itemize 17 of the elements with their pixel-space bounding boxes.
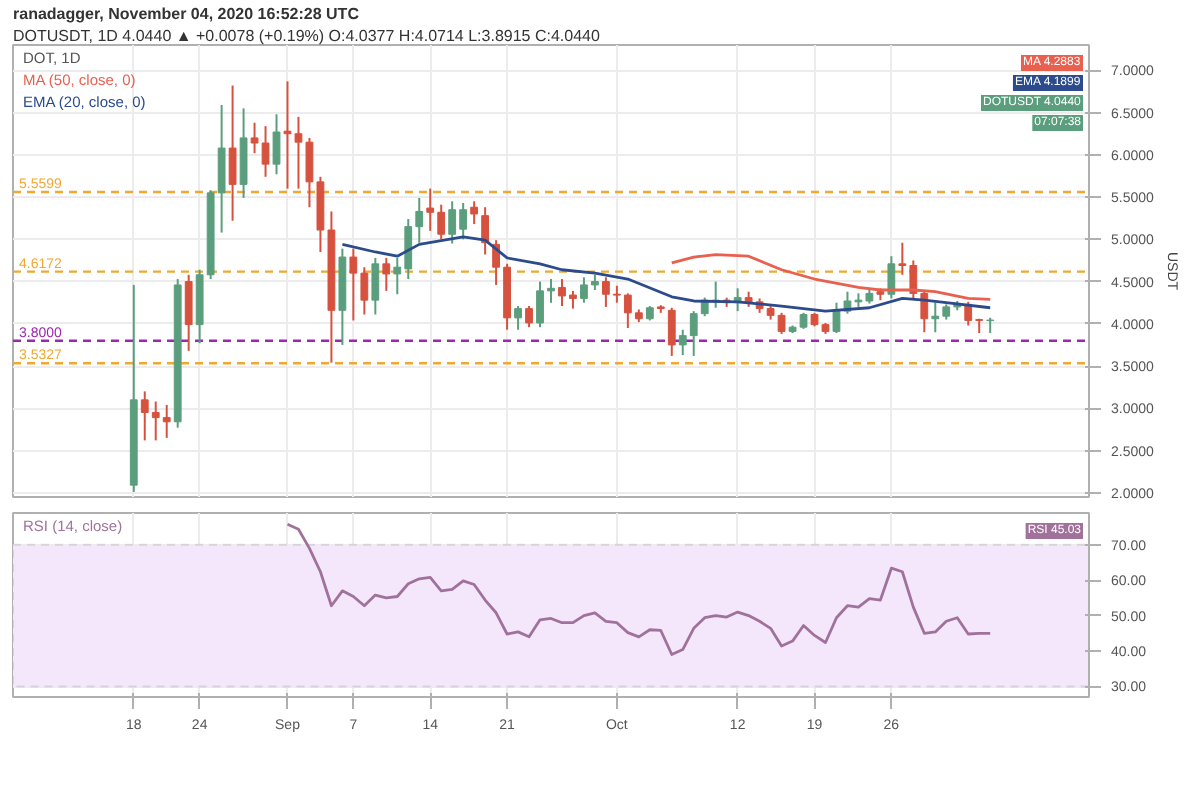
candlestick: [239, 107, 248, 199]
chart-subtitle: DOTUSDT, 1D 4.0440 ▲ +0.0078 (+0.19%) O:4.0377 H:4.0714 L:3.8915 C:4.0440: [13, 27, 601, 45]
candlestick: [514, 305, 522, 331]
candlestick: [481, 206, 490, 256]
candlestick: [470, 200, 479, 226]
candlestick: [525, 305, 533, 329]
candlestick: [371, 256, 380, 316]
candlestick: [228, 84, 237, 222]
candlestick: [272, 113, 281, 176]
candlestick: [382, 256, 391, 292]
candlestick: [887, 255, 896, 300]
line-series: [670, 253, 992, 301]
line-series: [286, 522, 992, 656]
candlestick: [777, 311, 786, 335]
candlestick: [667, 306, 676, 357]
chart-title: ranadagger, November 04, 2020 16:52:28 UTC: [13, 5, 360, 23]
candlestick: [184, 273, 193, 352]
